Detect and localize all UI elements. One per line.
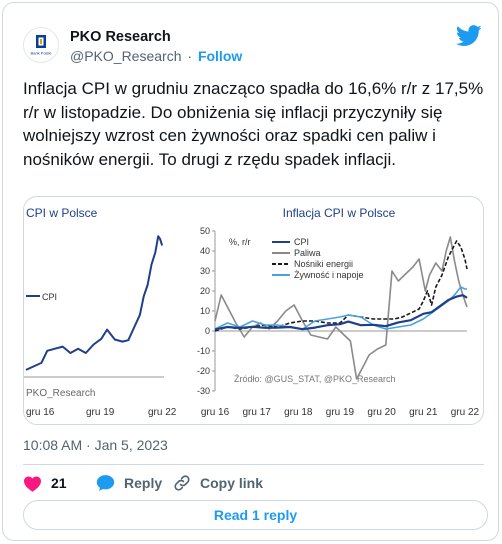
avatar[interactable]: Bank Polski bbox=[23, 27, 59, 63]
y-tick-label: -10 bbox=[197, 346, 210, 356]
author-handle-row: @PKO_Research · Follow bbox=[70, 48, 242, 64]
author-name[interactable]: PKO Research bbox=[70, 29, 171, 45]
reply-label: Reply bbox=[124, 475, 163, 491]
x-tick-label: gru 16 bbox=[26, 407, 55, 418]
x-tick-label: gru 20 bbox=[367, 407, 396, 418]
y-tick-label: -20 bbox=[197, 366, 210, 376]
twitter-bird-icon[interactable] bbox=[455, 25, 482, 52]
copy-link-label: Copy link bbox=[200, 475, 264, 491]
legend-label-cpi: CPI bbox=[294, 237, 309, 247]
y-tick-label: 10 bbox=[200, 306, 210, 316]
like-count: 21 bbox=[51, 475, 67, 491]
legend-label-paliwa: Paliwa bbox=[294, 248, 321, 258]
chart-cpi-w-polsce: CPI w Polsce CPI PKO_Research gru 16 gru… bbox=[24, 206, 177, 418]
x-tick-label: gru 19 bbox=[326, 407, 355, 418]
like-button[interactable]: 21 bbox=[23, 475, 96, 492]
avatar-caption: Bank Polski bbox=[31, 51, 52, 56]
series-line-cpi bbox=[214, 294, 468, 331]
y-tick-label: 30 bbox=[200, 266, 210, 276]
tweet-actions: 21 Reply Copy link bbox=[23, 472, 263, 494]
chart-left-title: CPI w Polsce bbox=[26, 206, 98, 220]
chart-inflacja-cpi-w-polsce: Inflacja CPI w Polsce %, r/r Źródło: @GU… bbox=[197, 206, 480, 418]
x-tick-label: gru 22 bbox=[451, 407, 480, 418]
y-tick-label: 50 bbox=[200, 226, 210, 236]
charts-svg: CPI w Polsce CPI PKO_Research gru 16 gru… bbox=[24, 206, 480, 418]
x-tick-label: gru 18 bbox=[284, 407, 313, 418]
x-tick-label: gru 19 bbox=[86, 407, 115, 418]
heart-icon bbox=[24, 476, 41, 492]
separator-dot: · bbox=[187, 48, 193, 64]
pko-logo-icon: Bank Polski bbox=[31, 35, 52, 56]
follow-button[interactable]: Follow bbox=[197, 48, 243, 64]
chart-right-annotation: Źródło: @GUS_STAT, @PKO_Research bbox=[234, 374, 396, 384]
legend-label-zywnosc-i-napoje: Żywność i napoje bbox=[294, 270, 364, 280]
x-tick-label: gru 17 bbox=[242, 407, 271, 418]
y-tick-label: 0 bbox=[205, 326, 210, 336]
y-tick-label: -30 bbox=[197, 386, 210, 396]
y-axis-label: %, r/r bbox=[229, 237, 251, 247]
legend-label-cpi-left: CPI bbox=[42, 292, 57, 302]
speech-bubble-icon bbox=[96, 475, 115, 491]
tweet-timestamp[interactable]: 10:08 AM · Jan 5, 2023 bbox=[23, 437, 168, 453]
x-tick-label: gru 22 bbox=[148, 407, 177, 418]
y-tick-label: 20 bbox=[200, 286, 210, 296]
reply-button[interactable]: Reply bbox=[96, 474, 173, 492]
x-tick-label: gru 16 bbox=[201, 407, 230, 418]
y-tick-label: 40 bbox=[200, 246, 210, 256]
chart-right-title: Inflacja CPI w Polsce bbox=[283, 206, 396, 220]
divider bbox=[23, 464, 484, 465]
link-icon bbox=[174, 475, 190, 491]
tweet-text: Inflacja CPI w grudniu znacząco spadła d… bbox=[23, 79, 484, 169]
series-line-cpi-left bbox=[25, 235, 164, 371]
legend-label-nosniki-energii: Nośniki energii bbox=[294, 259, 353, 269]
x-tick-label: gru 21 bbox=[409, 407, 438, 418]
tweet-media-image[interactable]: CPI w Polsce CPI PKO_Research gru 16 gru… bbox=[23, 196, 484, 425]
author-handle[interactable]: @PKO_Research bbox=[70, 48, 182, 64]
read-replies-button[interactable]: Read 1 reply bbox=[23, 500, 488, 530]
copy-link-button[interactable]: Copy link bbox=[173, 474, 263, 492]
chart-left-annotation: PKO_Research bbox=[26, 388, 95, 399]
